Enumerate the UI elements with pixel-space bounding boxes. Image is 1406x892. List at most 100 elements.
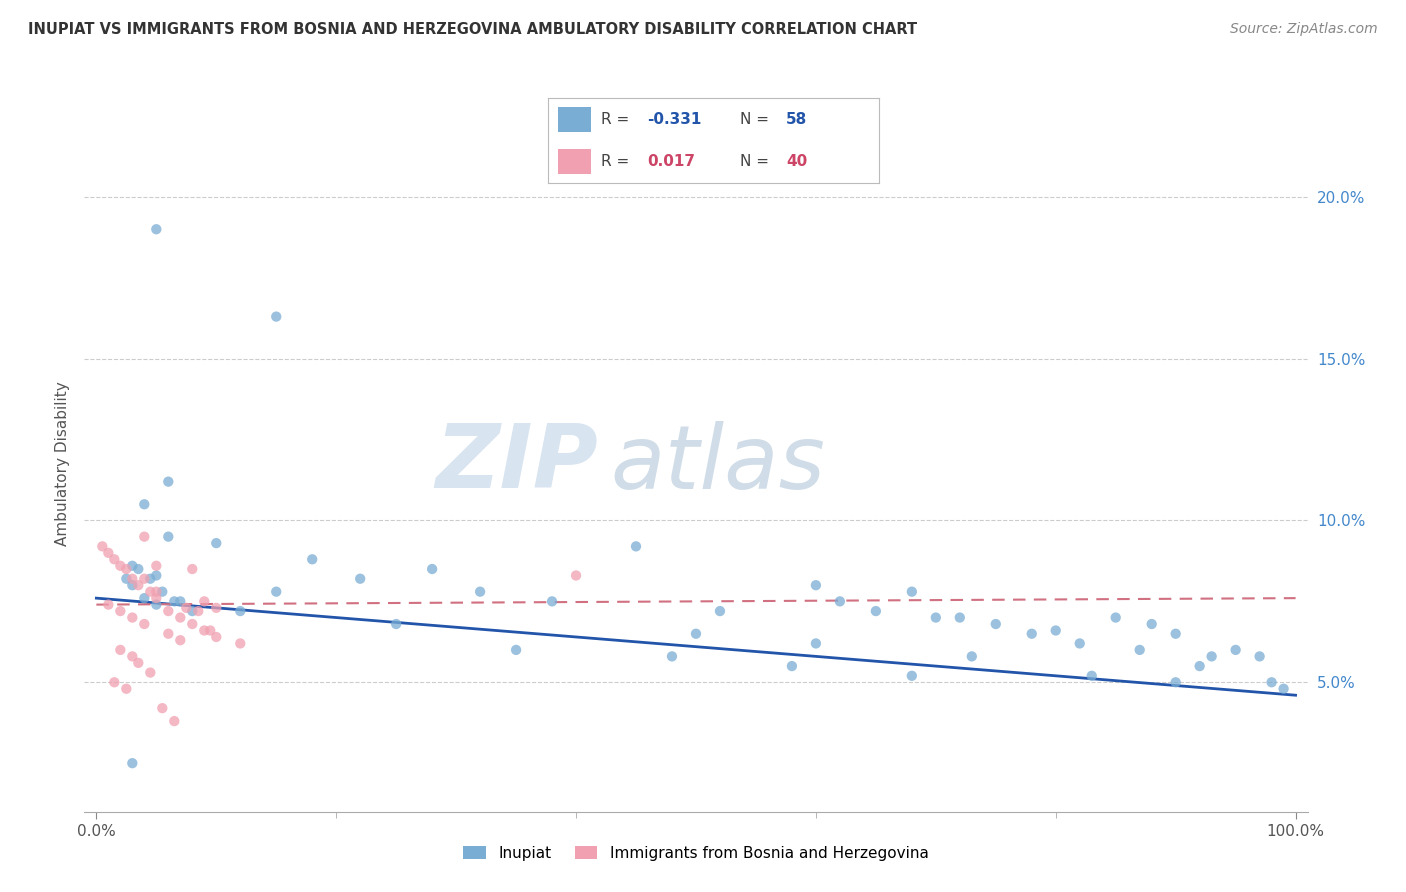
Point <box>1164 626 1187 640</box>
Point <box>925 610 948 624</box>
Point <box>181 562 204 576</box>
Point <box>115 572 138 586</box>
Point <box>901 669 924 683</box>
Point <box>91 540 114 554</box>
Point <box>1188 659 1211 673</box>
Point <box>565 568 588 582</box>
Point <box>828 594 851 608</box>
Point <box>115 562 138 576</box>
Point <box>301 552 323 566</box>
Text: ZIP: ZIP <box>436 420 598 508</box>
Point <box>187 604 209 618</box>
Point <box>127 656 149 670</box>
Point <box>205 630 228 644</box>
Point <box>127 562 149 576</box>
Text: 58: 58 <box>786 112 807 127</box>
Point <box>420 562 443 576</box>
Point <box>229 604 252 618</box>
Point <box>169 633 191 648</box>
Point <box>169 594 191 608</box>
Point <box>1080 669 1102 683</box>
Point <box>145 568 167 582</box>
Point <box>127 578 149 592</box>
Point <box>157 530 180 544</box>
Point <box>181 604 204 618</box>
Point <box>1164 675 1187 690</box>
Bar <box>558 149 592 175</box>
Point <box>804 578 827 592</box>
Point <box>121 610 143 624</box>
Point <box>139 584 162 599</box>
Point <box>193 624 215 638</box>
Point <box>1201 649 1223 664</box>
Point <box>960 649 983 664</box>
Point <box>468 584 491 599</box>
Point <box>1140 617 1163 632</box>
Text: R =: R = <box>602 112 634 127</box>
Point <box>110 558 132 573</box>
Point <box>1225 643 1247 657</box>
Point <box>1105 610 1128 624</box>
Point <box>709 604 731 618</box>
Point <box>110 643 132 657</box>
Point <box>145 591 167 606</box>
Point <box>145 584 167 599</box>
Point <box>205 600 228 615</box>
Point <box>349 572 371 586</box>
Point <box>134 617 156 632</box>
Point <box>103 675 125 690</box>
Point <box>145 558 167 573</box>
Point <box>134 572 156 586</box>
Point <box>145 222 167 236</box>
Point <box>1129 643 1152 657</box>
Text: N =: N = <box>740 112 773 127</box>
Point <box>949 610 972 624</box>
Point <box>150 584 173 599</box>
Point <box>181 617 204 632</box>
Point <box>97 598 120 612</box>
Point <box>200 624 222 638</box>
Point <box>157 475 180 489</box>
Text: 0.017: 0.017 <box>647 154 696 169</box>
Text: N =: N = <box>740 154 773 169</box>
Point <box>110 604 132 618</box>
Point <box>121 578 143 592</box>
Point <box>1021 626 1043 640</box>
Point <box>385 617 408 632</box>
Point <box>1069 636 1091 650</box>
Point <box>157 626 180 640</box>
Point <box>115 681 138 696</box>
Point <box>163 714 186 728</box>
Point <box>163 594 186 608</box>
Point <box>139 665 162 680</box>
Point <box>134 497 156 511</box>
Point <box>121 756 143 771</box>
Point <box>541 594 564 608</box>
Point <box>134 530 156 544</box>
Point <box>103 552 125 566</box>
Point <box>150 701 173 715</box>
Point <box>1249 649 1271 664</box>
Point <box>145 598 167 612</box>
Bar <box>558 106 592 132</box>
Point <box>229 636 252 650</box>
Point <box>1272 681 1295 696</box>
Legend: Inupiat, Immigrants from Bosnia and Herzegovina: Inupiat, Immigrants from Bosnia and Herz… <box>457 839 935 867</box>
Point <box>157 604 180 618</box>
Point <box>121 649 143 664</box>
Point <box>264 310 287 324</box>
Text: R =: R = <box>602 154 634 169</box>
Text: INUPIAT VS IMMIGRANTS FROM BOSNIA AND HERZEGOVINA AMBULATORY DISABILITY CORRELAT: INUPIAT VS IMMIGRANTS FROM BOSNIA AND HE… <box>28 22 917 37</box>
Point <box>193 594 215 608</box>
Point <box>505 643 527 657</box>
Point <box>901 584 924 599</box>
Point <box>97 546 120 560</box>
Point <box>804 636 827 650</box>
Text: 40: 40 <box>786 154 807 169</box>
Point <box>865 604 887 618</box>
Point <box>685 626 707 640</box>
Point <box>174 600 197 615</box>
Point <box>169 610 191 624</box>
Point <box>624 540 647 554</box>
Point <box>121 558 143 573</box>
